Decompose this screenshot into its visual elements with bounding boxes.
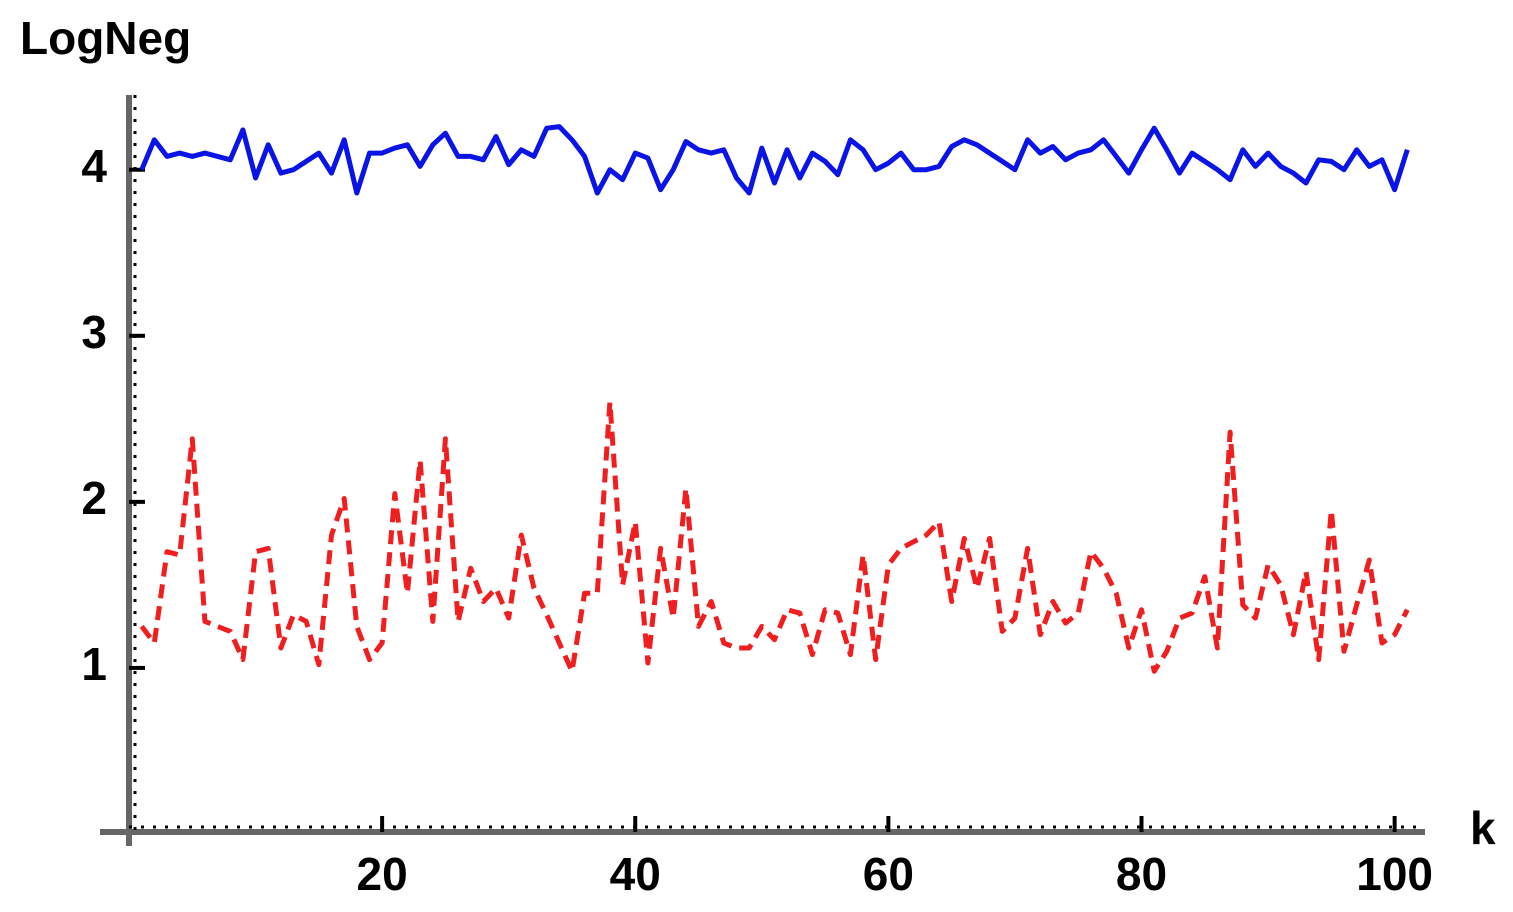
y-tick-label: 3 — [81, 306, 107, 358]
x-axis-label: k — [1470, 802, 1496, 854]
x-tick-label: 100 — [1356, 848, 1433, 900]
x-tick-label: 20 — [357, 848, 408, 900]
series-line — [139, 399, 1410, 674]
y-tick-label: 1 — [81, 638, 107, 690]
x-tick-label: 80 — [1116, 848, 1167, 900]
y-tick-label: 4 — [81, 140, 107, 192]
y-tick-label: 2 — [81, 472, 107, 524]
x-tick-label: 40 — [610, 848, 661, 900]
series-line — [139, 124, 1410, 196]
x-tick-label: 60 — [863, 848, 914, 900]
y-axis-label: LogNeg — [20, 12, 191, 64]
